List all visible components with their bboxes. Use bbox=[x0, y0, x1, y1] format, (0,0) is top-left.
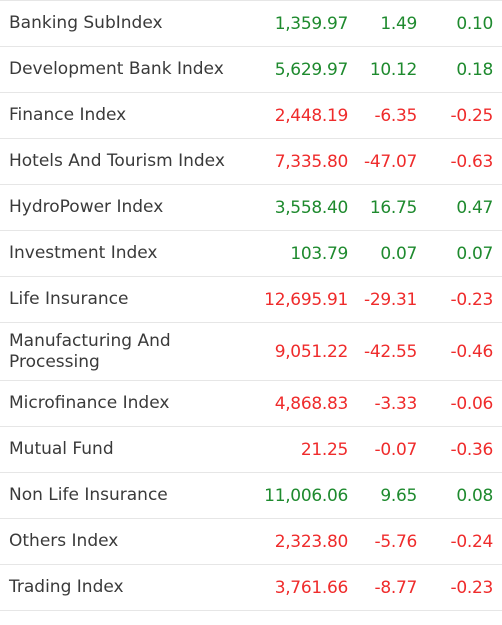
table-row[interactable]: Microfinance Index 4,868.83 -3.33 -0.06 bbox=[0, 381, 502, 427]
point-change: 1.49 bbox=[380, 13, 417, 34]
percent-change: -0.23 bbox=[450, 577, 494, 598]
table-row[interactable]: Hotels And Tourism Index 7,335.80 -47.07… bbox=[0, 139, 502, 185]
point-change: 16.75 bbox=[369, 197, 417, 218]
index-value: 7,335.80 bbox=[274, 151, 349, 172]
index-name: Banking SubIndex bbox=[9, 13, 163, 33]
index-name: Mutual Fund bbox=[9, 439, 114, 459]
table-row[interactable]: HydroPower Index 3,558.40 16.75 0.47 bbox=[0, 185, 502, 231]
percent-change: -0.46 bbox=[450, 341, 494, 362]
percent-change: -0.36 bbox=[450, 439, 494, 460]
index-name: Life Insurance bbox=[9, 289, 129, 309]
index-name: Non Life Insurance bbox=[9, 485, 168, 505]
sector-index-table: Banking SubIndex 1,359.97 1.49 0.10 Deve… bbox=[0, 0, 502, 611]
percent-change: 0.07 bbox=[456, 243, 493, 264]
table-row[interactable]: Life Insurance 12,695.91 -29.31 -0.23 bbox=[0, 277, 502, 323]
percent-change: -0.63 bbox=[450, 151, 494, 172]
index-name: Development Bank Index bbox=[9, 59, 224, 79]
table-row[interactable]: Others Index 2,323.80 -5.76 -0.24 bbox=[0, 519, 502, 565]
point-change: -47.07 bbox=[363, 151, 417, 172]
index-value: 9,051.22 bbox=[274, 341, 349, 362]
table-row[interactable]: Manufacturing And Processing 9,051.22 -4… bbox=[0, 323, 502, 381]
percent-change: -0.25 bbox=[450, 105, 494, 126]
percent-change: 0.18 bbox=[456, 59, 493, 80]
table-row[interactable]: Finance Index 2,448.19 -6.35 -0.25 bbox=[0, 93, 502, 139]
index-value: 12,695.91 bbox=[264, 289, 348, 310]
percent-change: -0.06 bbox=[450, 393, 494, 414]
index-name: Manufacturing And Processing bbox=[9, 330, 171, 372]
point-change: 10.12 bbox=[369, 59, 417, 80]
table-row[interactable]: Non Life Insurance 11,006.06 9.65 0.08 bbox=[0, 473, 502, 519]
point-change: -8.77 bbox=[374, 577, 418, 598]
point-change: 9.65 bbox=[380, 485, 417, 506]
index-value: 3,761.66 bbox=[274, 577, 349, 598]
table-row[interactable]: Trading Index 3,761.66 -8.77 -0.23 bbox=[0, 565, 502, 611]
percent-change: 0.08 bbox=[456, 485, 493, 506]
index-name: Trading Index bbox=[9, 577, 124, 597]
point-change: -6.35 bbox=[374, 105, 418, 126]
index-name: Investment Index bbox=[9, 243, 158, 263]
table-row[interactable]: Development Bank Index 5,629.97 10.12 0.… bbox=[0, 47, 502, 93]
percent-change: -0.24 bbox=[450, 531, 494, 552]
index-name: HydroPower Index bbox=[9, 197, 164, 217]
percent-change: -0.23 bbox=[450, 289, 494, 310]
point-change: -3.33 bbox=[374, 393, 418, 414]
index-value: 5,629.97 bbox=[274, 59, 349, 80]
table-row[interactable]: Banking SubIndex 1,359.97 1.49 0.10 bbox=[0, 1, 502, 47]
point-change: -29.31 bbox=[363, 289, 417, 310]
index-value: 1,359.97 bbox=[274, 13, 349, 34]
index-name: Finance Index bbox=[9, 105, 127, 125]
index-name: Microfinance Index bbox=[9, 393, 170, 413]
table-row[interactable]: Investment Index 103.79 0.07 0.07 bbox=[0, 231, 502, 277]
index-value: 103.79 bbox=[290, 243, 348, 264]
point-change: -5.76 bbox=[374, 531, 418, 552]
index-value: 2,323.80 bbox=[274, 531, 349, 552]
point-change: -42.55 bbox=[363, 341, 417, 362]
point-change: 0.07 bbox=[380, 243, 417, 264]
percent-change: 0.10 bbox=[456, 13, 493, 34]
index-value: 2,448.19 bbox=[274, 105, 349, 126]
point-change: -0.07 bbox=[374, 439, 418, 460]
index-value: 3,558.40 bbox=[274, 197, 349, 218]
index-value: 4,868.83 bbox=[274, 393, 349, 414]
index-value: 21.25 bbox=[300, 439, 348, 460]
table-row[interactable]: Mutual Fund 21.25 -0.07 -0.36 bbox=[0, 427, 502, 473]
percent-change: 0.47 bbox=[456, 197, 493, 218]
index-name: Others Index bbox=[9, 531, 119, 551]
index-value: 11,006.06 bbox=[264, 485, 348, 506]
index-name: Hotels And Tourism Index bbox=[9, 151, 225, 171]
